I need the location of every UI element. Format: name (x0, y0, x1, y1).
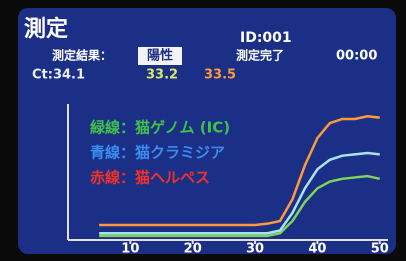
ct-value: 33.2 (146, 68, 178, 83)
x-tick-label: 50 (371, 242, 389, 257)
result-label: 測定結果： (52, 48, 112, 63)
title: 測定 (24, 16, 68, 42)
ct-value: 33.5 (204, 68, 236, 83)
legend-entry: 赤線：猫ヘルペス (90, 169, 210, 187)
legend-entry: 青線：猫クラミジア (90, 144, 225, 162)
legend-entry: 緑線：猫ゲノム (IC) (90, 119, 230, 137)
x-tick-label: 20 (184, 242, 202, 257)
screen-photo: 測定 測定結果： 陽性 ID:001 測定完了 00:00 Ct:34.1 33… (0, 0, 406, 261)
result: 陽性 (147, 48, 173, 64)
time: 00:00 (336, 49, 377, 64)
ct-value: Ct:34.1 (32, 68, 85, 83)
id: ID:001 (240, 30, 292, 46)
x-tick-label: 30 (246, 242, 264, 257)
x-tick-label: 10 (121, 242, 139, 257)
x-tick-label: 40 (308, 242, 326, 257)
status: 測定完了 (236, 48, 284, 63)
